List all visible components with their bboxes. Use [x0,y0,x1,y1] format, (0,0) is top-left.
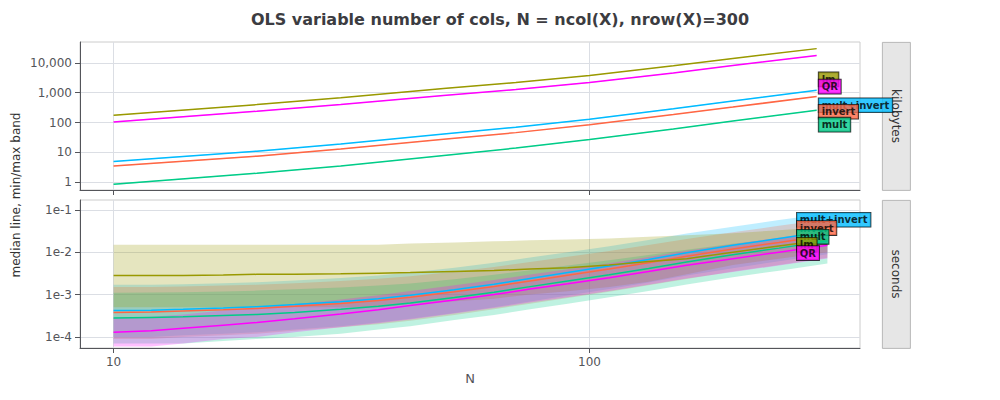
svg-text:seconds: seconds [889,249,903,298]
svg-text:1e-2: 1e-2 [45,245,72,259]
svg-text:10: 10 [57,145,72,159]
svg-text:mult+invert: mult+invert [799,214,868,226]
svg-text:10: 10 [106,355,121,369]
svg-text:median line, min/max band: median line, min/max band [9,113,23,278]
svg-text:kilobytes: kilobytes [889,89,903,143]
svg-text:QR: QR [822,81,839,92]
svg-text:1e-4: 1e-4 [45,330,72,344]
svg-text:mult: mult [822,119,848,130]
svg-text:invert: invert [799,222,834,234]
svg-text:1: 1 [64,175,72,189]
svg-text:1e-3: 1e-3 [45,288,72,302]
svg-text:OLS variable number of cols, N: OLS variable number of cols, N = ncol(X)… [251,10,749,29]
svg-text:invert: invert [822,106,856,117]
svg-text:N: N [465,371,475,386]
svg-text:100: 100 [49,116,72,130]
svg-text:1e-1: 1e-1 [45,203,72,217]
svg-text:QR: QR [800,248,817,259]
svg-text:100: 100 [578,355,601,369]
svg-text:1,000: 1,000 [38,86,72,100]
svg-text:lm: lm [799,239,814,251]
svg-text:mult: mult [799,231,826,243]
svg-text:10,000: 10,000 [30,56,72,70]
